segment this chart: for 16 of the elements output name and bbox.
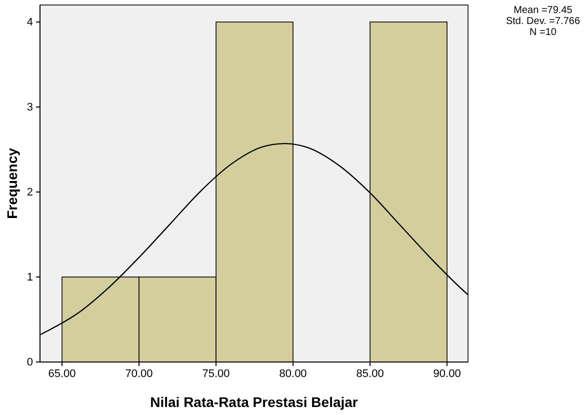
x-tick-label: 75.00 — [202, 368, 230, 380]
y-tick-label: 4 — [26, 16, 33, 29]
text: N =10 — [530, 27, 557, 38]
y-axis-title: Frequency — [4, 148, 20, 219]
x-tick-label: 65.00 — [48, 368, 76, 380]
text: Mean =79.45 — [514, 5, 573, 16]
x-axis-title: Nilai Rata-Rata Prestasi Belajar — [150, 394, 358, 410]
y-tick-label: 3 — [26, 102, 33, 114]
y-tick-label: 0 — [26, 356, 33, 369]
y-tick-label: 1 — [26, 272, 33, 284]
x-tick-label: 70.00 — [125, 368, 153, 380]
x-tick-label: 85.00 — [356, 368, 384, 380]
x-tick-label: 80.00 — [279, 368, 307, 380]
x-tick-label: 90.00 — [433, 368, 461, 380]
text: Std. Dev. =7.766 — [506, 16, 580, 27]
y-tick-label: 2 — [26, 186, 33, 199]
